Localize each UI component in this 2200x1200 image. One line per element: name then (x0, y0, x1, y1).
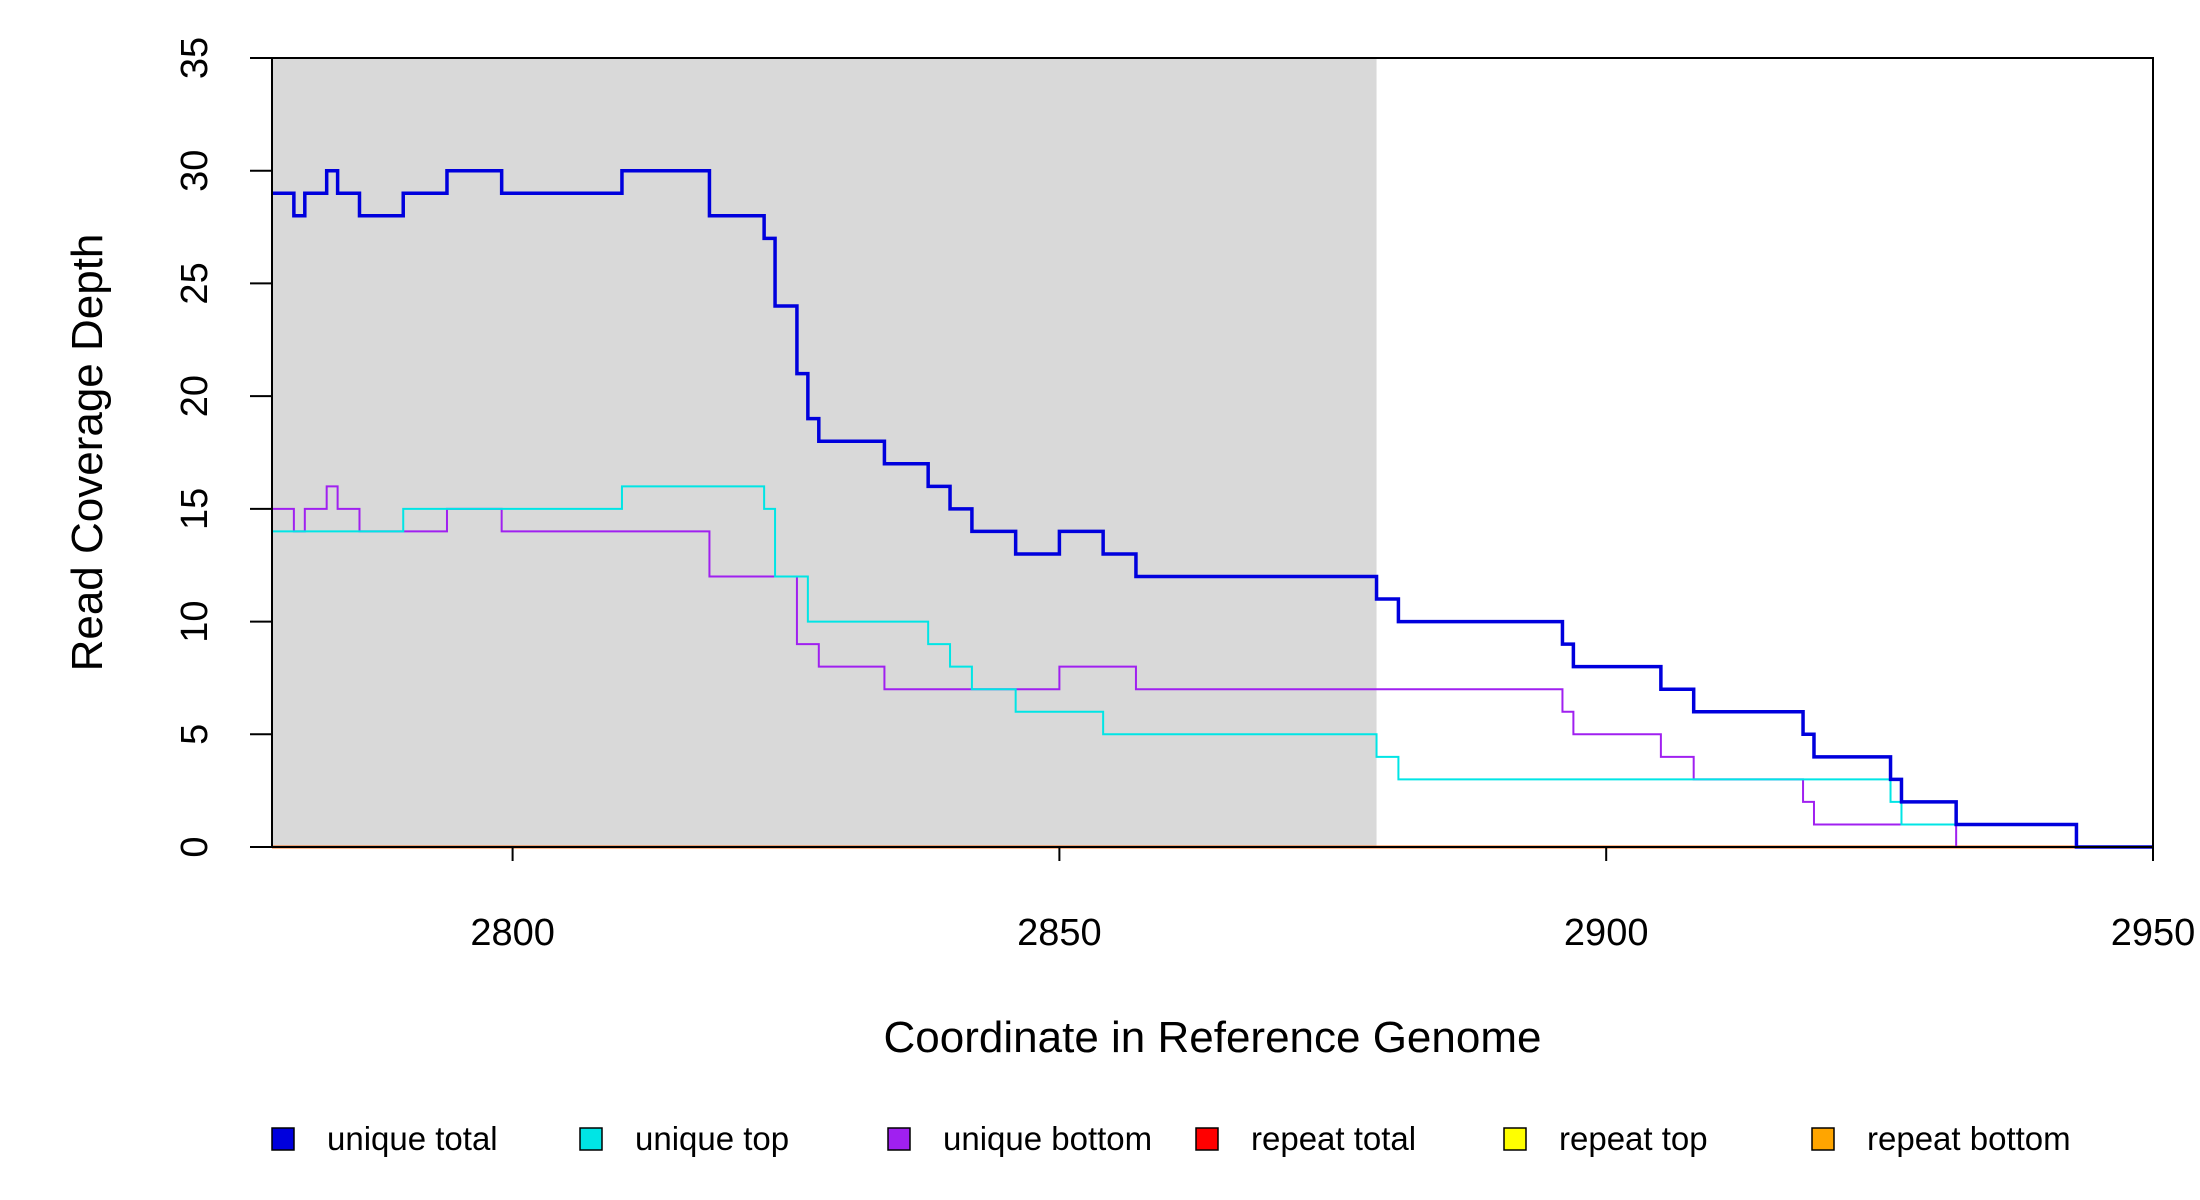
legend-swatch-unique-total (271, 1127, 295, 1151)
legend: unique total unique top unique bottom repea… (271, 1120, 2071, 1157)
y-axis: 0 5 10 15 20 25 30 35 (174, 37, 273, 858)
y-tick-label: 10 (174, 600, 216, 642)
legend-label-repeat-top: repeat top (1559, 1120, 1708, 1157)
y-axis-title: Read Coverage Depth (63, 234, 112, 672)
y-tick-label: 0 (174, 836, 216, 857)
shaded-region (272, 58, 1377, 847)
x-axis-title: Coordinate in Reference Genome (884, 1013, 1542, 1062)
x-tick-label: 2850 (1017, 912, 1102, 954)
y-tick-label: 30 (174, 150, 216, 192)
legend-swatch-unique-bottom (887, 1127, 911, 1151)
legend-label-repeat-bottom: repeat bottom (1867, 1120, 2071, 1157)
x-tick-label: 2900 (1564, 912, 1649, 954)
x-tick-label: 2950 (2111, 912, 2196, 954)
legend-swatch-unique-top (579, 1127, 603, 1151)
legend-label-unique-total: unique total (327, 1120, 498, 1157)
y-tick-label: 15 (174, 488, 216, 530)
legend-label-repeat-total: repeat total (1251, 1120, 1416, 1157)
x-axis: 2800 2850 2900 2950 (272, 846, 2196, 954)
y-tick-label: 25 (174, 262, 216, 304)
legend-swatch-repeat-bottom (1811, 1127, 1835, 1151)
legend-label-unique-bottom: unique bottom (943, 1120, 1152, 1157)
y-tick-label: 5 (174, 724, 216, 745)
series-line-unique-total (272, 168, 2153, 849)
legend-label-unique-top: unique top (635, 1120, 789, 1157)
y-tick-label: 20 (174, 375, 216, 417)
series-line-unique-top (272, 485, 2153, 848)
legend-swatch-repeat-total (1195, 1127, 1219, 1151)
legend-swatch-repeat-top (1503, 1127, 1527, 1151)
y-tick-label: 35 (174, 37, 216, 79)
x-tick-label: 2800 (470, 912, 555, 954)
